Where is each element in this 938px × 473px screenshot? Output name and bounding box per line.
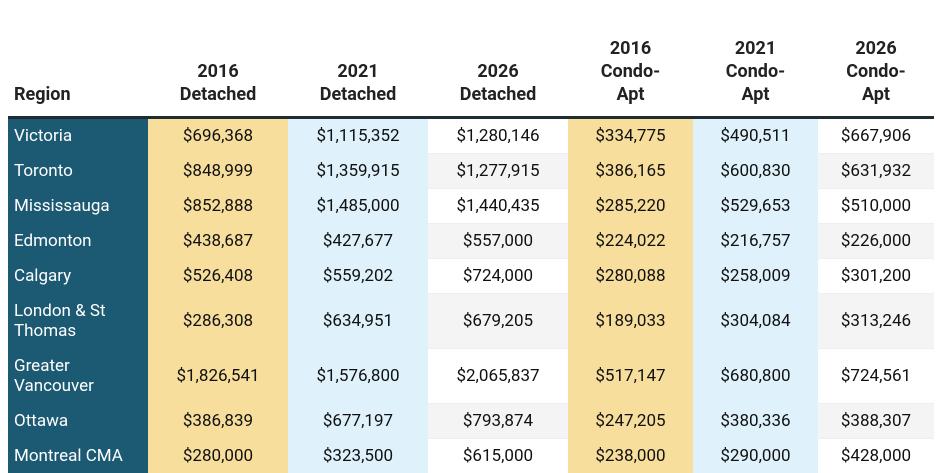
header-line: Region <box>14 83 148 106</box>
region-cell: Montreal CMA <box>8 439 148 473</box>
price-cell: $226,000 <box>818 224 934 259</box>
table-body: Victoria$696,368$1,115,352$1,280,146$334… <box>8 118 934 473</box>
price-cell: $510,000 <box>818 189 934 224</box>
price-cell: $1,826,541 <box>148 349 288 404</box>
column-header: Region <box>8 0 148 118</box>
price-cell: $1,115,352 <box>288 118 428 154</box>
price-cell: $696,368 <box>148 118 288 154</box>
price-cell: $438,687 <box>148 224 288 259</box>
price-cell: $224,022 <box>568 224 693 259</box>
price-cell: $334,775 <box>568 118 693 154</box>
price-cell: $285,220 <box>568 189 693 224</box>
price-cell: $600,830 <box>693 154 818 189</box>
header-line: Apt <box>693 83 818 106</box>
price-cell: $286,308 <box>148 294 288 349</box>
price-cell: $238,000 <box>568 439 693 473</box>
price-cell: $848,999 <box>148 154 288 189</box>
price-cell: $529,653 <box>693 189 818 224</box>
price-cell: $380,336 <box>693 404 818 439</box>
price-cell: $301,200 <box>818 259 934 294</box>
header-line: Detached <box>428 83 568 106</box>
table-row: Greater Vancouver$1,826,541$1,576,800$2,… <box>8 349 934 404</box>
header-line: Detached <box>148 83 288 106</box>
price-cell: $490,511 <box>693 118 818 154</box>
price-cell: $667,906 <box>818 118 934 154</box>
price-cell: $793,874 <box>428 404 568 439</box>
price-cell: $1,576,800 <box>288 349 428 404</box>
table-row: Toronto$848,999$1,359,915$1,277,915$386,… <box>8 154 934 189</box>
price-cell: $427,677 <box>288 224 428 259</box>
table-row: Edmonton$438,687$427,677$557,000$224,022… <box>8 224 934 259</box>
price-cell: $280,000 <box>148 439 288 473</box>
region-cell: Toronto <box>8 154 148 189</box>
region-cell: Greater Vancouver <box>8 349 148 404</box>
header-line: Apt <box>818 83 934 106</box>
price-cell: $1,485,000 <box>288 189 428 224</box>
header-line: 2026 <box>818 37 934 60</box>
price-cell: $189,033 <box>568 294 693 349</box>
price-cell: $386,165 <box>568 154 693 189</box>
header-line: Apt <box>568 83 693 106</box>
header-line: 2021 <box>693 37 818 60</box>
price-cell: $526,408 <box>148 259 288 294</box>
price-cell: $290,000 <box>693 439 818 473</box>
price-cell: $1,277,915 <box>428 154 568 189</box>
price-cell: $258,009 <box>693 259 818 294</box>
price-cell: $677,197 <box>288 404 428 439</box>
price-cell: $724,000 <box>428 259 568 294</box>
header-line: Condo- <box>818 60 934 83</box>
header-line: 2026 <box>428 60 568 83</box>
table-row: Victoria$696,368$1,115,352$1,280,146$334… <box>8 118 934 154</box>
header-line: Detached <box>288 83 428 106</box>
region-cell: Calgary <box>8 259 148 294</box>
price-cell: $313,246 <box>818 294 934 349</box>
price-cell: $724,561 <box>818 349 934 404</box>
region-cell: London & St Thomas <box>8 294 148 349</box>
price-cell: $852,888 <box>148 189 288 224</box>
price-cell: $1,440,435 <box>428 189 568 224</box>
header-line: Condo- <box>568 60 693 83</box>
price-cell: $615,000 <box>428 439 568 473</box>
region-cell: Mississauga <box>8 189 148 224</box>
price-cell: $304,084 <box>693 294 818 349</box>
price-cell: $559,202 <box>288 259 428 294</box>
table-row: Montreal CMA$280,000$323,500$615,000$238… <box>8 439 934 473</box>
price-cell: $386,839 <box>148 404 288 439</box>
price-cell: $679,205 <box>428 294 568 349</box>
price-cell: $634,951 <box>288 294 428 349</box>
price-cell: $517,147 <box>568 349 693 404</box>
price-cell: $557,000 <box>428 224 568 259</box>
region-cell: Edmonton <box>8 224 148 259</box>
region-cell: Ottawa <box>8 404 148 439</box>
table-row: Calgary$526,408$559,202$724,000$280,088$… <box>8 259 934 294</box>
price-cell: $323,500 <box>288 439 428 473</box>
region-cell: Victoria <box>8 118 148 154</box>
header-line: Condo- <box>693 60 818 83</box>
header-line: 2021 <box>288 60 428 83</box>
table-row: London & St Thomas$286,308$634,951$679,2… <box>8 294 934 349</box>
price-cell: $388,307 <box>818 404 934 439</box>
table-row: Mississauga$852,888$1,485,000$1,440,435$… <box>8 189 934 224</box>
table-row: Ottawa$386,839$677,197$793,874$247,205$3… <box>8 404 934 439</box>
price-cell: $2,065,837 <box>428 349 568 404</box>
price-cell: $631,932 <box>818 154 934 189</box>
price-cell: $428,000 <box>818 439 934 473</box>
header-line: 2016 <box>568 37 693 60</box>
price-cell: $247,205 <box>568 404 693 439</box>
header-line: 2016 <box>148 60 288 83</box>
price-cell: $1,359,915 <box>288 154 428 189</box>
price-cell: $280,088 <box>568 259 693 294</box>
price-cell: $216,757 <box>693 224 818 259</box>
price-cell: $680,800 <box>693 349 818 404</box>
price-cell: $1,280,146 <box>428 118 568 154</box>
